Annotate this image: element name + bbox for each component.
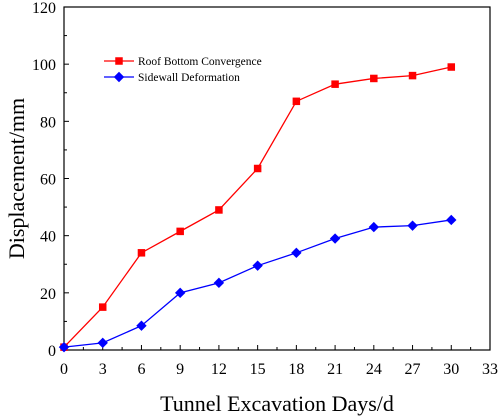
x-tick-label: 21 [327, 361, 343, 378]
y-axis-title: Displacement/mm [4, 98, 29, 259]
data-point [252, 260, 263, 271]
x-tick-label: 3 [99, 361, 107, 378]
data-point [174, 287, 186, 299]
series-roof-bottom-convergence [60, 63, 456, 351]
plot-frame [63, 6, 491, 351]
x-tick-label: 6 [137, 361, 145, 378]
x-tick-label: 12 [211, 361, 227, 378]
data-point [213, 277, 225, 289]
data-point [408, 71, 417, 80]
data-point [137, 249, 146, 257]
y-tick-label: 100 [32, 57, 56, 74]
data-point [291, 247, 302, 259]
data-point [136, 320, 147, 331]
y-tick-label: 20 [40, 286, 56, 303]
data-point [407, 220, 418, 231]
plot-area [63, 6, 491, 351]
series-layer [58, 63, 457, 353]
x-tick-label: 33 [482, 361, 498, 378]
y-tick-label: 120 [32, 0, 56, 17]
x-tick-label: 30 [443, 361, 459, 378]
data-point [331, 80, 339, 88]
data-point [215, 206, 223, 214]
data-point [97, 337, 108, 349]
x-tick-label: 0 [60, 361, 68, 378]
x-axis-title: Tunnel Excavation Days/d [160, 391, 394, 416]
data-point [446, 214, 457, 226]
series-line [63, 66, 452, 348]
data-point [253, 164, 262, 173]
legend-marker [113, 71, 125, 83]
data-point [292, 97, 301, 106]
legend-label: Sidewall Deformation [138, 72, 240, 84]
data-point [176, 227, 184, 236]
data-point [370, 74, 378, 83]
y-tick-label: 40 [40, 229, 56, 246]
data-point [329, 233, 341, 244]
legend: Roof Bottom Convergence Sidewall Deformat… [104, 56, 262, 84]
x-tick-label: 27 [405, 361, 421, 378]
y-tick-label: 80 [40, 114, 56, 131]
y-tick-label: 0 [48, 343, 56, 360]
x-tick-label: 18 [288, 361, 304, 378]
axis-ticks: 0 3 6 9 12 15 18 21 24 27 30 33 0 20 40 60 80 100 120 [32, 0, 498, 378]
y-tick-label: 60 [40, 172, 56, 189]
x-tick-label: 24 [366, 361, 382, 378]
series-line [63, 219, 452, 348]
data-point [368, 221, 380, 233]
data-point [98, 303, 107, 311]
legend-label: Roof Bottom Convergence [138, 56, 262, 68]
x-tick-label: 15 [250, 361, 266, 378]
data-point [447, 63, 456, 71]
x-tick-label: 9 [176, 361, 184, 378]
legend-marker [115, 57, 123, 65]
data-point [58, 341, 70, 353]
legend-item: Roof Bottom Convergence [104, 56, 262, 68]
series-sidewall-deformation [58, 214, 457, 353]
legend-item: Sidewall Deformation [104, 71, 240, 84]
